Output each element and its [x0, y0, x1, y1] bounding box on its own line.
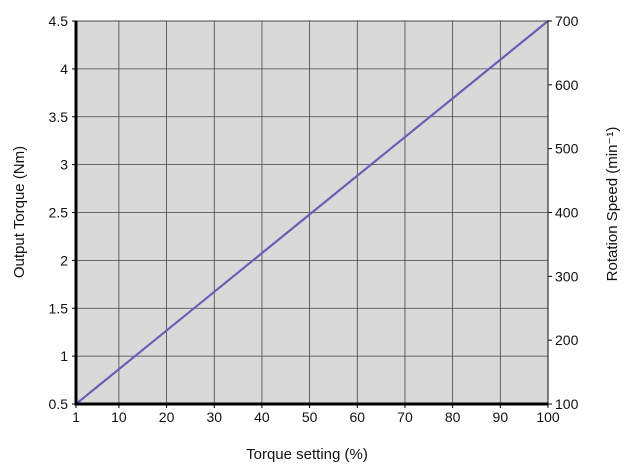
y-tick-label: 3.5 [49, 109, 69, 125]
x-tick-label: 1 [72, 409, 80, 425]
y-tick-label: 1 [60, 348, 68, 364]
axes [72, 20, 552, 408]
y-tick-label: 4.5 [49, 13, 69, 29]
x-tick-label: 100 [536, 409, 560, 425]
y2-tick-label: 400 [555, 205, 579, 221]
x-tick-label: 80 [445, 409, 461, 425]
x-tick-label: 30 [206, 409, 222, 425]
y2-tick-label: 200 [555, 332, 579, 348]
x-tick-label: 60 [350, 409, 366, 425]
series-layer [74, 19, 550, 406]
x-tick-label: 10 [111, 409, 127, 425]
y2-tick-label: 700 [555, 13, 579, 29]
tick-labels: 1 10 20 30 40 50 60 70 80 90 1000.511.522.533.544.… [49, 13, 579, 425]
x-tick-label: 50 [302, 409, 318, 425]
y2-tick-label: 500 [555, 141, 579, 157]
y-tick-label: 1.5 [49, 300, 69, 316]
y2-tick-label: 300 [555, 268, 579, 284]
series-line-1 [74, 19, 550, 406]
y2-tick-label: 600 [555, 77, 579, 93]
y2-tick-label: 100 [555, 396, 579, 412]
x-tick-label: 70 [397, 409, 413, 425]
y-tick-label: 2 [60, 252, 68, 268]
x-tick-label: 90 [493, 409, 509, 425]
y-tick-label: 3 [60, 157, 68, 173]
y-tick-label: 0.5 [49, 396, 69, 412]
y-axis-title-right: Rotation Speed (min⁻¹) [604, 127, 621, 282]
grid [76, 21, 548, 404]
y-tick-label: 2.5 [49, 205, 69, 221]
y-axis-title-left: Output Torque (Nm) [11, 146, 28, 278]
y-tick-label: 4 [60, 61, 68, 77]
x-axis-title: Torque setting (%) [246, 446, 368, 463]
x-tick-label: 40 [254, 409, 270, 425]
x-tick-label: 20 [159, 409, 175, 425]
